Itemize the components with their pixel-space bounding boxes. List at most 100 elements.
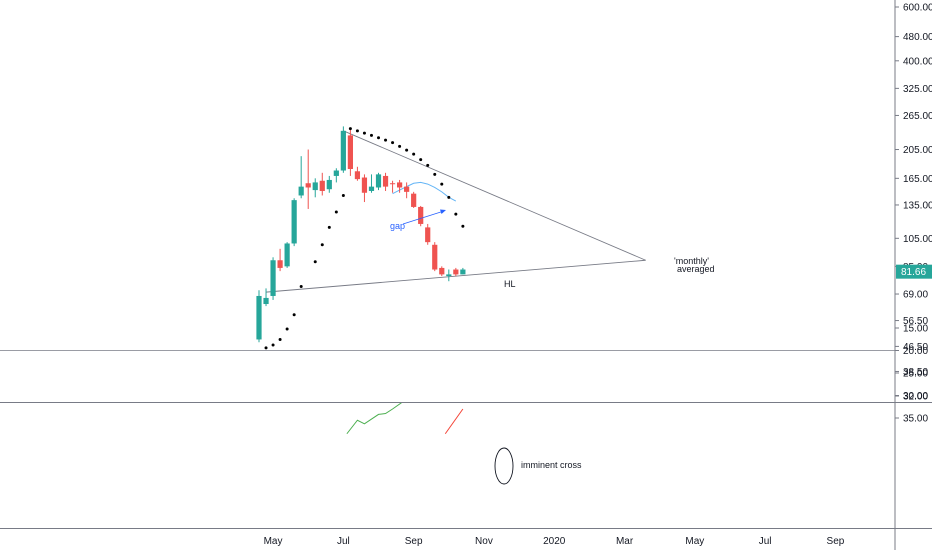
candle-up — [256, 290, 262, 343]
candle-body — [340, 130, 346, 171]
candle-down — [397, 179, 403, 193]
candle-body — [263, 297, 269, 305]
sar-dot — [447, 195, 451, 199]
candle-up — [263, 288, 269, 307]
price-tick-label: 480.00 — [903, 32, 932, 43]
candle-up — [298, 156, 304, 199]
price-tick-label: 165.00 — [903, 174, 932, 185]
price-tick-label: 56.50 — [903, 316, 928, 327]
sar-dot — [348, 127, 352, 131]
price-axis[interactable]: 600.00 480.00 400.00 325.00 265.00 205.00 165.… — [895, 3, 932, 403]
last-price-label: 81.66 — [901, 267, 926, 278]
trend-line — [265, 259, 646, 293]
sar-dot — [433, 172, 437, 176]
candle-body — [425, 227, 431, 243]
candle-up — [326, 175, 332, 193]
sar-dot — [461, 224, 465, 228]
imminent-cross-circle — [494, 447, 514, 485]
sar-dot — [412, 152, 416, 156]
candle-up — [270, 257, 276, 300]
indicator-pane[interactable] — [0, 283, 895, 435]
time-tick-label: Nov — [475, 536, 493, 547]
candle-body — [460, 269, 466, 275]
monthly-averaged-annotation: 'monthly' averaged — [674, 256, 715, 274]
sar-dot — [440, 182, 444, 186]
candle-down — [354, 166, 361, 181]
price-tick-label: 600.00 — [903, 3, 932, 14]
sar-dot — [299, 285, 303, 289]
time-tick-label: 2020 — [543, 536, 566, 547]
candle-body — [305, 183, 311, 188]
candle-body — [411, 193, 417, 207]
sar-dot — [405, 148, 409, 152]
price-tick-label: 69.00 — [903, 290, 928, 301]
gap-arrow-line — [402, 210, 445, 225]
annotation-averaged: averaged — [677, 264, 715, 274]
price-tick-label: 325.00 — [903, 84, 932, 95]
candle-up — [284, 242, 290, 268]
time-tick-label: May — [685, 536, 704, 547]
price-tick-label: 400.00 — [903, 56, 932, 67]
sar-dot — [398, 144, 402, 148]
indicator-tick-label: 15.00 — [903, 324, 928, 335]
indicator-series-1 — [393, 283, 463, 377]
candle-up — [333, 168, 339, 183]
time-tick-label: Mar — [616, 536, 634, 547]
moving-average-line — [392, 181, 457, 202]
sar-dot — [264, 346, 268, 350]
candle-body — [312, 182, 318, 191]
trend-line — [343, 130, 646, 261]
candle-body — [382, 175, 389, 187]
sar-dot — [341, 193, 345, 197]
candle-down — [432, 242, 438, 272]
indicator-tick-label: 25.00 — [903, 369, 928, 380]
candle-body — [389, 183, 396, 185]
gap-arrow-head — [440, 209, 446, 214]
candle-body — [404, 186, 410, 192]
indicator-axis[interactable]: 35.00 30.00 25.00 20.00 15.00 — [895, 324, 928, 425]
price-tick-label: 205.00 — [903, 145, 932, 156]
candle-body — [453, 269, 459, 275]
candle-up — [368, 174, 375, 193]
candle-up — [460, 267, 466, 275]
price-tick-label: 105.00 — [903, 234, 932, 245]
annotation-gap: gap — [390, 221, 405, 231]
candle-body — [333, 170, 339, 176]
candle-down — [418, 205, 424, 227]
indicator-series-2 — [444, 408, 464, 435]
price-pane[interactable] — [256, 126, 646, 350]
candle-up — [375, 172, 382, 191]
candle-body — [439, 267, 445, 275]
indicator-lines — [346, 283, 464, 435]
candle-down — [411, 191, 417, 208]
candle-down — [404, 182, 410, 199]
sar-dot — [334, 210, 338, 214]
sar-dot — [377, 136, 381, 140]
candle-body — [326, 179, 332, 190]
sar-dot — [355, 129, 359, 133]
indicator-tick-label: 30.00 — [903, 391, 928, 402]
indicator-series-0 — [346, 403, 402, 435]
last-price-badge — [896, 264, 932, 279]
annotation-hl: HL — [504, 279, 516, 289]
time-tick-label: Jul — [337, 536, 350, 547]
time-tick-label: May — [264, 536, 283, 547]
candle-body — [319, 180, 325, 191]
candle-body — [397, 182, 403, 188]
sar-dot — [369, 133, 373, 137]
candle-body — [418, 206, 424, 224]
candle-body — [361, 177, 368, 193]
time-axis[interactable]: May Jul Sep Nov 2020 Mar May Jul Sep — [264, 536, 845, 547]
annotation-imminent-cross: imminent cross — [521, 460, 582, 470]
candle-down — [277, 248, 283, 272]
candle-down — [347, 129, 353, 176]
candle-up — [312, 178, 318, 198]
price-tick-label: 46.50 — [903, 342, 928, 353]
price-tick-label: 38.50 — [903, 367, 928, 378]
sar-dot — [426, 163, 430, 167]
candle-body — [291, 200, 297, 244]
candle-body — [256, 295, 262, 340]
sar-dot — [362, 131, 366, 135]
candle-down — [361, 174, 368, 203]
